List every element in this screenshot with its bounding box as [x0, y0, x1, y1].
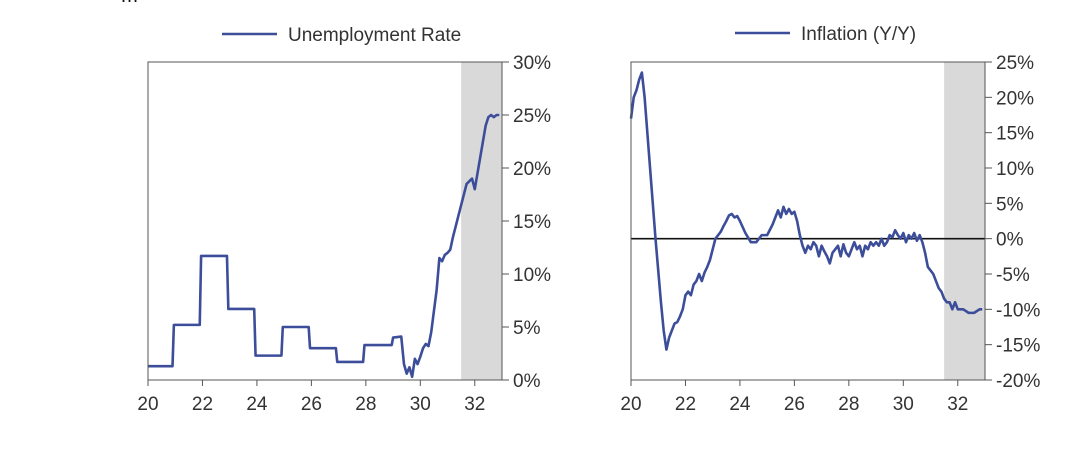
- series-line-unemployment-rate: [148, 113, 500, 379]
- y-tick-label: 5%: [513, 318, 541, 339]
- plot-frame: [630, 61, 986, 381]
- x-tick-label: 26: [784, 394, 805, 415]
- plot-frame: [147, 61, 503, 381]
- y-tick-label: 0%: [513, 371, 541, 392]
- legend-label: Unemployment Rate: [288, 25, 461, 46]
- x-tick-label: 22: [192, 394, 213, 415]
- x-tick-label: 32: [947, 394, 968, 415]
- y-tick-label: 15%: [996, 124, 1034, 145]
- y-tick-label: 25%: [513, 106, 551, 127]
- y-tick-label: 20%: [513, 159, 551, 180]
- y-tick-label: 15%: [513, 212, 551, 233]
- unemployment-rate-chart: 20 22 24 26 28 30 32 0% 5% 10% 15% 20% 25% 30% Unemplo…: [137, 25, 551, 415]
- x-tick-label: 32: [464, 394, 485, 415]
- y-tick-label: -15%: [996, 336, 1040, 357]
- forecast-shaded-region: [461, 62, 502, 380]
- y-tick-label: 5%: [996, 194, 1024, 215]
- x-tick-label: 28: [838, 394, 859, 415]
- series-line-inflation-y-y: [629, 71, 983, 351]
- y-tick-label: 20%: [996, 88, 1034, 109]
- y-tick-label: -20%: [996, 371, 1040, 392]
- y-tick-label: 10%: [513, 265, 551, 286]
- x-tick-label: 24: [246, 394, 268, 415]
- legend-label: Inflation (Y/Y): [801, 24, 916, 45]
- x-tick-label: 20: [620, 394, 641, 415]
- x-tick-label: 28: [355, 394, 376, 415]
- inflation-chart: 20 22 24 26 28 30 32 -20% -15% -10% -5% 0% 5% 10% 15% 2…: [620, 24, 1040, 415]
- y-tick-label: 30%: [513, 53, 551, 74]
- x-tick-label: 30: [893, 394, 914, 415]
- y-tick-label: -10%: [996, 300, 1040, 321]
- forecast-shaded-region: [944, 62, 985, 380]
- x-tick-label: 20: [137, 394, 158, 415]
- y-tick-label: -5%: [996, 265, 1030, 286]
- x-tick-label: 24: [729, 394, 751, 415]
- x-tick-label: 30: [410, 394, 431, 415]
- x-tick-label: 26: [301, 394, 322, 415]
- y-tick-label: 25%: [996, 53, 1034, 74]
- x-tick-label: 22: [675, 394, 696, 415]
- cropped-caption-text: …: [0, 0, 1080, 8]
- y-tick-label: 0%: [996, 230, 1024, 251]
- y-tick-label: 10%: [996, 159, 1034, 180]
